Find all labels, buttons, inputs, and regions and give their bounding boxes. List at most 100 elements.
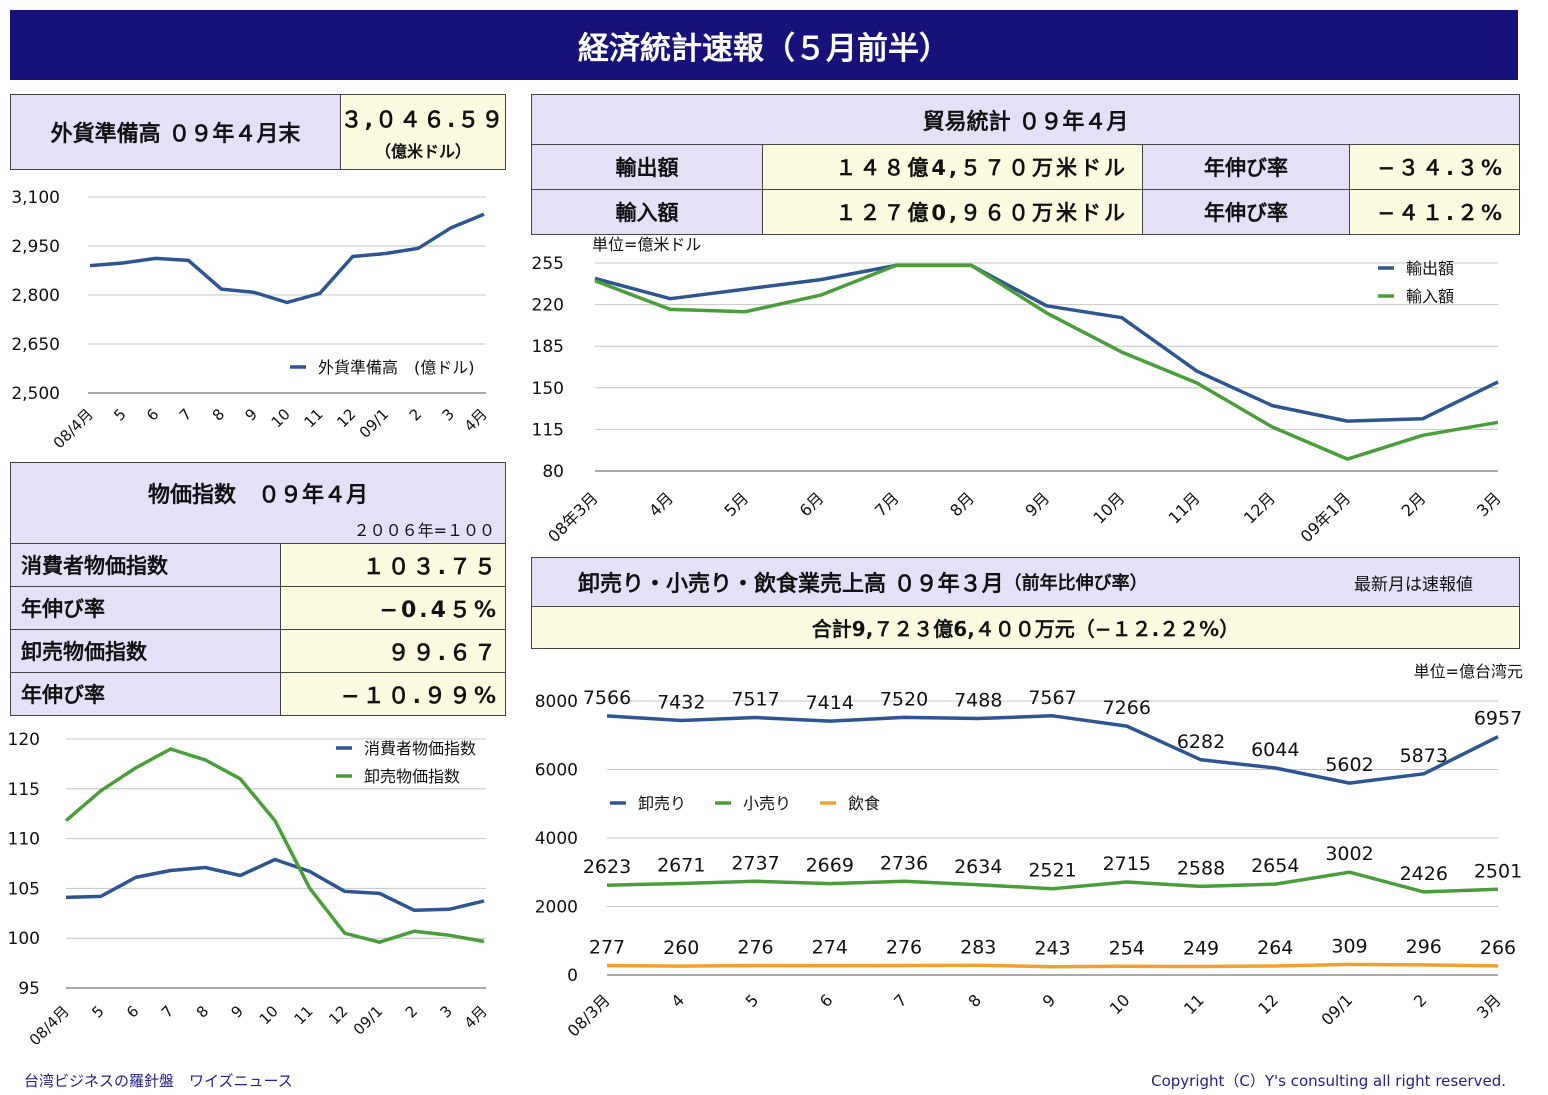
x-tick-label: 9月 [1021, 488, 1053, 520]
trade-row-growth: −４１.２% [1349, 189, 1520, 235]
x-tick-label: 08/3月 [564, 990, 614, 1040]
legend-label: 卸売物価指数 [364, 767, 460, 786]
y-tick-label: 2,500 [11, 384, 60, 404]
x-tick-label: 09年1月 [1297, 488, 1355, 546]
data-label: 7567 [1028, 687, 1076, 709]
y-tick-label: 6000 [535, 761, 578, 781]
x-tick-label: 3月 [1473, 990, 1505, 1022]
data-label: 276 [886, 937, 922, 959]
x-tick-label: 6月 [796, 488, 828, 520]
data-label: 2501 [1474, 860, 1522, 882]
sales-title-box: 卸売り・小売り・飲食業売上高 ０９年３月 （前年比伸び率） 最新月は速報値 [531, 557, 1520, 607]
x-tick-label: 08年3月 [544, 488, 602, 546]
legend-label: 小売り [743, 794, 791, 813]
x-tick-label: 8 [209, 405, 228, 424]
x-tick-label: 12月 [1240, 488, 1279, 527]
x-tick-label: 9 [242, 405, 261, 424]
y-tick-label: 100 [8, 929, 40, 949]
data-label: 249 [1183, 937, 1219, 959]
x-tick-label: 3 [439, 405, 458, 424]
data-label: 264 [1257, 937, 1293, 959]
trade-chart: 80 115 150 185 220 255 08年3月 4月 5月 6月 7月 8月 9月 10月 11月… [532, 235, 1505, 546]
unit-label: 単位=億台湾元 [1414, 662, 1523, 681]
y-tick-label: 2,800 [11, 286, 60, 306]
y-tick-label: 0 [567, 966, 578, 986]
x-tick-label: 11 [300, 405, 326, 431]
x-tick-label: 9 [1039, 990, 1060, 1011]
data-label: 7488 [954, 690, 1002, 712]
trade-row-growth-label: 年伸び率 [1142, 144, 1350, 190]
trade-row-value: １４８億4,５７０万米ドル [762, 144, 1143, 190]
prices-row-label: 年伸び率 [10, 672, 281, 716]
data-label: 283 [960, 936, 996, 958]
series-line-1 [606, 870, 1499, 894]
data-label: 2426 [1400, 863, 1448, 885]
y-tick-label: 185 [532, 337, 564, 357]
x-tick-label: 4月 [461, 1002, 491, 1032]
y-tick-label: 115 [532, 420, 564, 440]
x-tick-label: 7 [176, 405, 195, 424]
x-tick-label: 2 [1410, 990, 1431, 1011]
x-tick-label: 10 [256, 1002, 282, 1028]
trade-row-label: 輸出額 [531, 144, 763, 190]
y-tick-label: 4000 [535, 829, 578, 849]
x-tick-label: 12 [1254, 990, 1282, 1018]
data-label: 296 [1406, 936, 1442, 958]
data-label: 277 [589, 937, 625, 959]
data-label: 2623 [583, 856, 631, 878]
x-tick-label: 7 [158, 1002, 177, 1021]
data-label: 2715 [1103, 853, 1151, 875]
legend-label: 消費者物価指数 [364, 739, 476, 758]
sales-title-note: （前年比伸び率） [1003, 573, 1148, 594]
x-tick-label: 5 [110, 405, 129, 424]
x-tick-label: 10 [268, 405, 294, 431]
series-line-0 [65, 857, 485, 913]
fx-unit: （億米ドル） [374, 142, 471, 161]
series-line-0 [606, 714, 1499, 785]
x-tick-label: 3 [437, 1002, 456, 1021]
x-tick-label: 4月 [461, 405, 491, 435]
prices-row-label: 年伸び率 [10, 586, 281, 630]
x-tick-label: 5 [88, 1002, 107, 1021]
x-tick-label: 09/1 [356, 405, 393, 442]
sales-title: 卸売り・小売り・飲食業売上高 ０９年３月 [578, 572, 1004, 597]
data-label: 2588 [1177, 857, 1225, 879]
x-tick-label: 08/4月 [26, 1002, 73, 1049]
data-label: 2654 [1251, 855, 1299, 877]
x-tick-label: 10 [1106, 990, 1134, 1018]
y-tick-label: 150 [532, 379, 564, 399]
unit-label: 単位=億米ドル [592, 235, 701, 254]
fx-value: ３,０４６.５９ [340, 108, 506, 133]
trade-row-value: １２７億0,９６０万米ドル [762, 189, 1143, 235]
x-tick-label: 11 [290, 1002, 316, 1028]
data-label: 2634 [954, 856, 1002, 878]
y-tick-label: 80 [542, 462, 564, 482]
data-label: 309 [1331, 935, 1367, 957]
y-tick-label: 120 [8, 730, 40, 750]
x-tick-label: 7月 [871, 488, 903, 520]
x-tick-label: 09/1 [1317, 990, 1356, 1029]
x-tick-label: 4月 [645, 488, 677, 520]
legend-label: 卸売り [638, 794, 686, 813]
x-tick-label: 2月 [1398, 488, 1430, 520]
data-label: 2671 [657, 855, 705, 877]
x-tick-label: 09/1 [350, 1002, 387, 1039]
legend-label: 外貨準備高 (億ドル) [318, 358, 475, 377]
data-label: 274 [812, 937, 848, 959]
fx-reserve-chart: 2,500 2,650 2,800 2,950 3,100 08/4月 5 6 7 8 9 10 11 1… [11, 188, 491, 452]
x-tick-label: 2 [406, 405, 425, 424]
data-label: 7414 [806, 692, 854, 714]
x-tick-label: 10月 [1089, 488, 1128, 527]
prices-row-value: −１０.９９% [280, 672, 506, 716]
fx-value-box: ３,０４６.５９ （億米ドル） [340, 94, 506, 170]
prices-row-label: 卸売物価指数 [10, 629, 281, 673]
data-label: 2736 [880, 852, 928, 874]
data-label: 7266 [1103, 697, 1151, 719]
fx-title: 外貨準備高 ０９年４月末 [10, 94, 341, 170]
x-tick-label: 7 [890, 990, 911, 1011]
x-tick-label: 8 [964, 990, 985, 1011]
x-tick-label: 8月 [946, 488, 978, 520]
legend-label: 飲食 [848, 794, 880, 813]
data-label: 266 [1480, 937, 1516, 959]
